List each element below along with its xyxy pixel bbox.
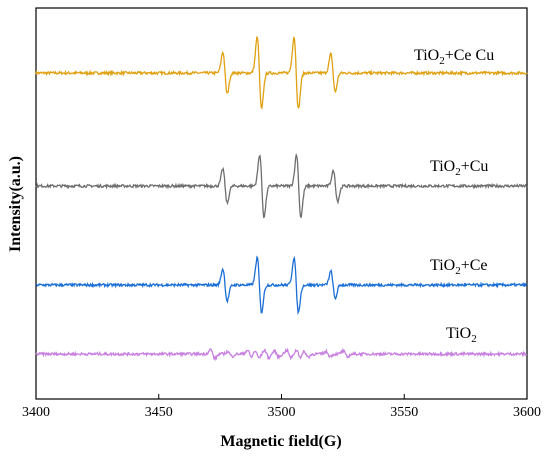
series-line	[35, 36, 528, 110]
series-line	[35, 152, 528, 219]
y-axis-title: Intensity(a.u.)	[7, 156, 24, 252]
series-line	[35, 347, 528, 362]
x-tick-label: 3600	[513, 405, 541, 420]
series-label: TiO2+Cu	[430, 158, 488, 178]
x-tick-label: 3500	[268, 405, 296, 420]
x-tick-label: 3450	[145, 405, 173, 420]
x-tick-label: 3400	[22, 405, 50, 420]
series-labels: TiO2+Ce Cu TiO2+Cu TiO2+Ce TiO2	[414, 47, 494, 345]
x-axis-ticks: 3400 3450 3500 3550 3600	[22, 394, 541, 420]
x-tick-label: 3550	[390, 405, 418, 420]
series-label: TiO2+Ce	[430, 257, 488, 277]
series-line	[35, 255, 528, 316]
series-label: TiO2+Ce Cu	[414, 47, 494, 67]
series-label: TiO2	[446, 325, 477, 345]
series-group	[35, 36, 528, 362]
x-axis-title: Magnetic field(G)	[220, 433, 341, 450]
